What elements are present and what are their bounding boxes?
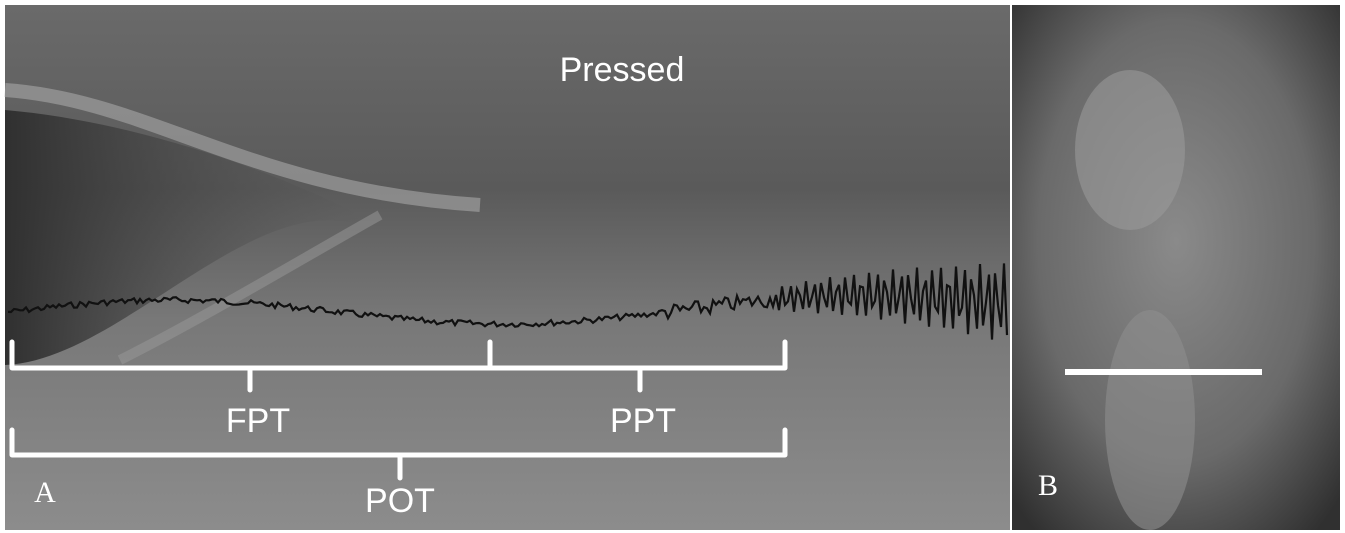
fold-edge bbox=[117, 210, 383, 365]
bracket bbox=[9, 427, 788, 481]
panel-label: B bbox=[1038, 469, 1058, 502]
bracket-label: POT bbox=[365, 482, 435, 520]
signal-trace bbox=[7, 263, 1009, 340]
fold-edge bbox=[4, 83, 481, 212]
title: Pressed bbox=[560, 51, 685, 89]
structure bbox=[1075, 70, 1185, 230]
panel-a: Pressed FPT PPT POT A bbox=[4, 5, 1010, 530]
bracket-label: FPT bbox=[226, 402, 290, 440]
structure bbox=[1105, 310, 1195, 530]
panel-label: A bbox=[34, 476, 56, 509]
shadow bbox=[5, 110, 360, 365]
panel-b: B bbox=[1012, 5, 1340, 530]
bracket-label: PPT bbox=[610, 402, 676, 440]
bracket bbox=[9, 339, 788, 393]
